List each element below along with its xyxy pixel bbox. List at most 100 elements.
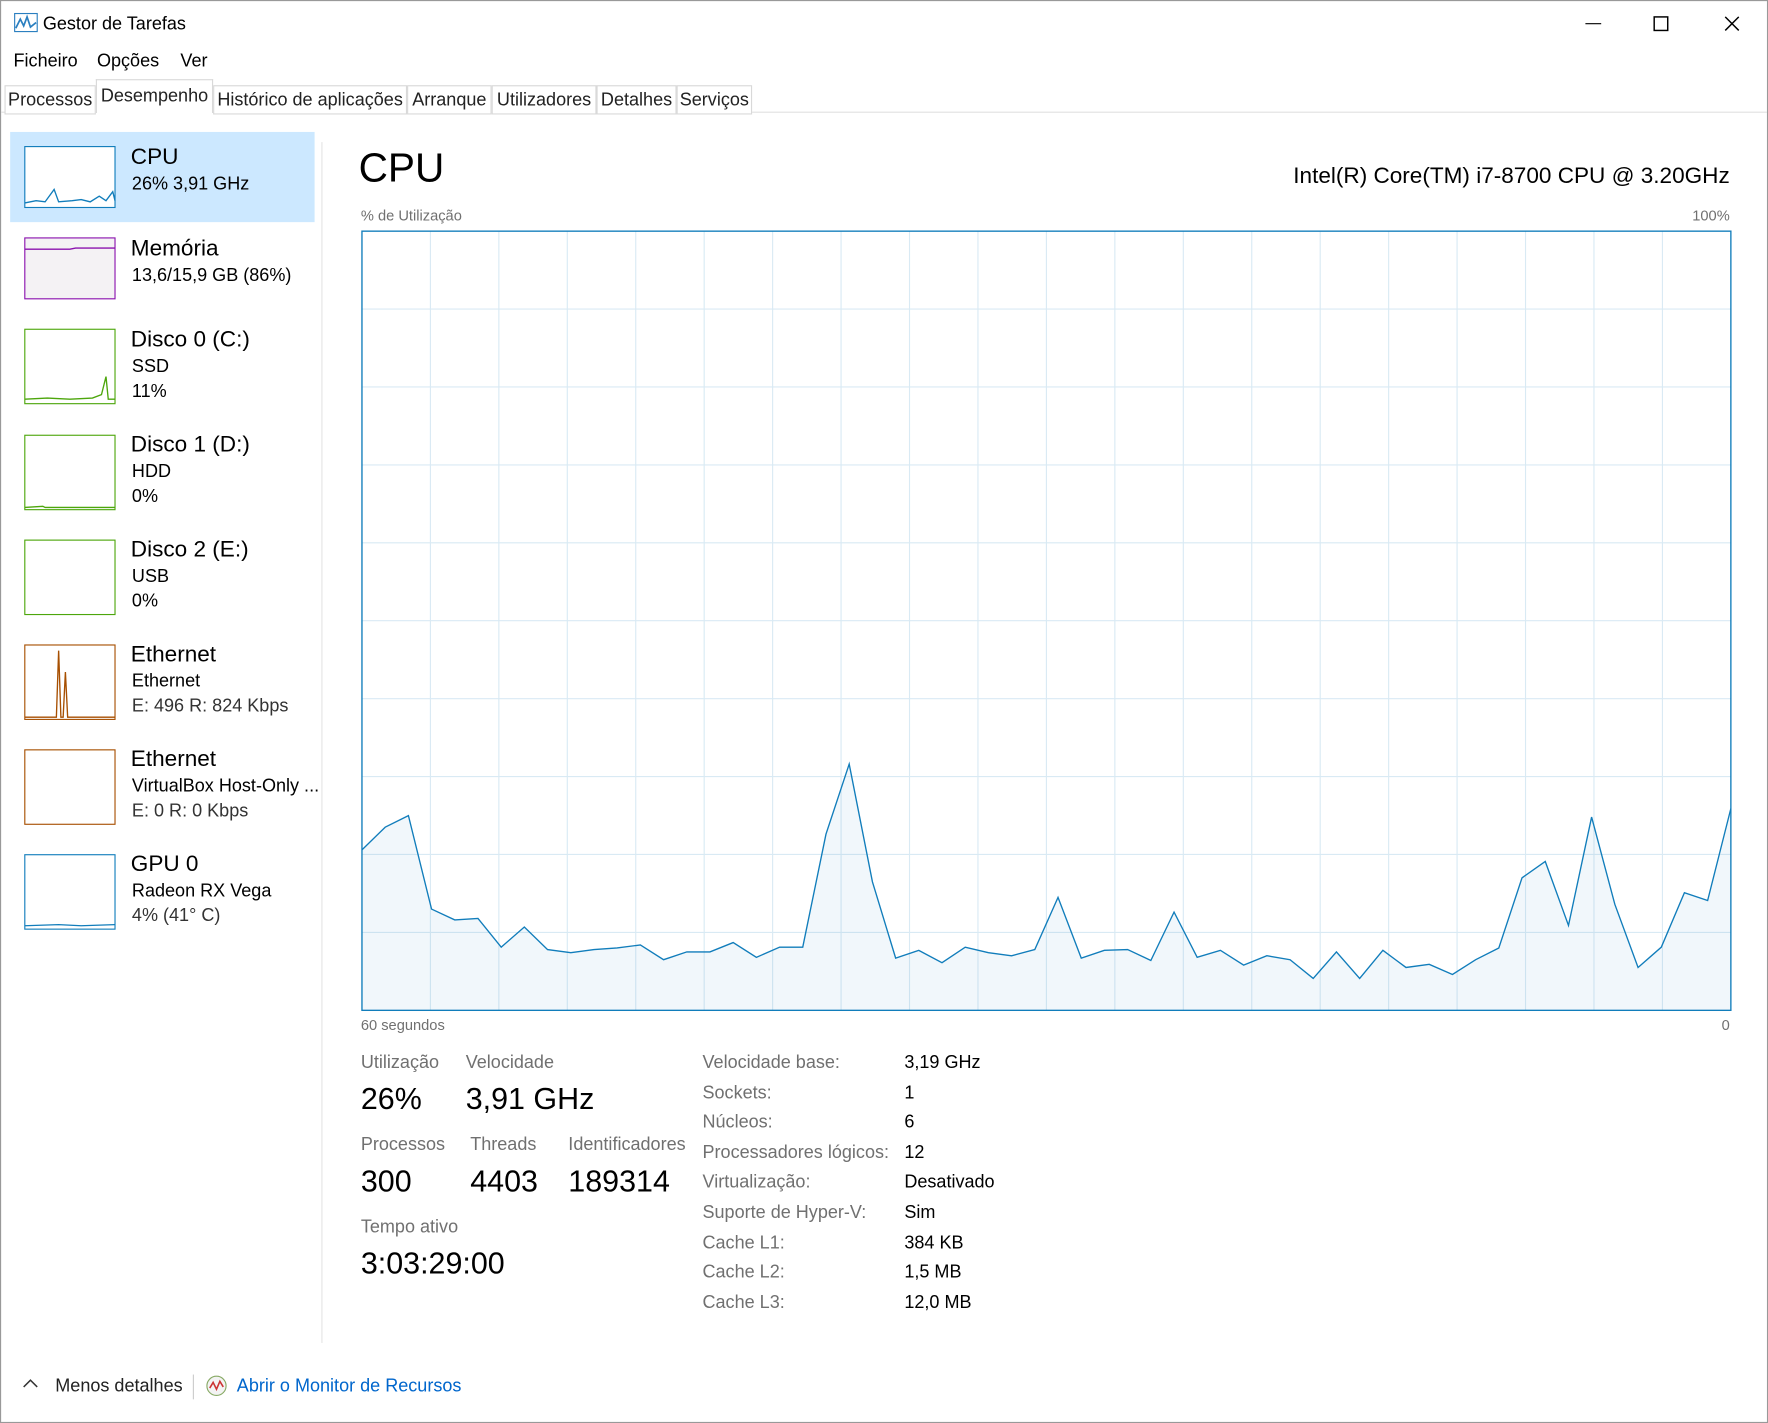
cpu-chart — [361, 230, 1732, 1012]
resource-monitor-link[interactable]: Abrir o Monitor de Recursos — [236, 1376, 462, 1396]
detail-value: 12 — [904, 1143, 925, 1163]
app-icon — [14, 12, 38, 33]
detail-value: 384 KB — [904, 1233, 964, 1253]
sidebar-thumbnail[interactable] — [24, 854, 116, 931]
tab-selected[interactable]: Desempenho — [95, 79, 214, 113]
thumbnail-frame — [24, 539, 116, 616]
panel-title: CPU — [358, 144, 445, 191]
sidebar-item-detail: 0% — [131, 487, 159, 507]
sidebar-item-name[interactable]: Memória — [130, 236, 219, 262]
tab[interactable]: Histórico de aplicações — [213, 85, 408, 115]
cpu-model: Intel(R) Core(TM) i7-8700 CPU @ 3.20GHz — [1293, 164, 1730, 189]
detail-value: 12,0 MB — [904, 1293, 972, 1313]
detail-label: Suporte de Hyper-V: — [702, 1203, 867, 1223]
thumbnail-frame — [24, 749, 116, 825]
sidebar-item-detail: SSD — [131, 357, 170, 377]
detail-label: Cache L1: — [702, 1233, 785, 1253]
tab[interactable]: Serviços — [676, 85, 753, 115]
separator — [321, 142, 323, 1343]
less-details-button[interactable]: Menos detalhes — [55, 1376, 183, 1396]
y-axis-label: % de Utilização — [360, 206, 462, 224]
cpu-area — [361, 764, 1731, 1011]
sidebar-thumbnail[interactable] — [24, 328, 116, 405]
thumbnail-line — [24, 188, 116, 204]
sidebar-item-detail: 4% (41° C) — [131, 906, 221, 926]
sidebar-thumbnail[interactable] — [24, 434, 116, 511]
sidebar-item-detail: E: 496 R: 824 Kbps — [131, 696, 289, 717]
stat-label: Utilização — [360, 1053, 440, 1073]
stat-value: 3,91 GHz — [465, 1081, 595, 1116]
stat-value: 4403 — [470, 1164, 538, 1199]
thumbnail-line — [24, 650, 116, 718]
detail-label: Cache L3: — [702, 1293, 785, 1313]
chart-frame — [361, 230, 1732, 1012]
sidebar-item-detail: 11% — [131, 382, 167, 402]
tab[interactable]: Processos — [4, 85, 96, 115]
detail-label: Processadores lógicos: — [702, 1143, 890, 1163]
thumbnail-line — [24, 923, 116, 927]
thumbnail-frame — [24, 237, 116, 300]
sidebar-item-detail: Radeon RX Vega — [131, 881, 272, 901]
sidebar-item-detail: 0% — [131, 591, 159, 612]
detail-value: Sim — [904, 1203, 936, 1223]
sidebar-item-name[interactable]: Disco 2 (E:) — [130, 537, 249, 563]
window-controls[interactable] — [1574, 10, 1754, 37]
sidebar-item-detail: E: 0 R: 0 Kbps — [131, 801, 249, 821]
sidebar-item-name[interactable]: Disco 0 (C:) — [130, 327, 250, 353]
sidebar-thumbnail[interactable] — [24, 644, 116, 721]
sidebar-item-detail: VirtualBox Host-Only ... — [131, 776, 320, 797]
thumbnail-frame — [24, 854, 116, 930]
cpu-line — [361, 761, 1732, 980]
x-left-label: 60 segundos — [360, 1016, 445, 1034]
sidebar-thumbnail[interactable] — [24, 749, 116, 826]
footer-separator — [192, 1374, 194, 1400]
sidebar-item-name[interactable]: Ethernet — [130, 642, 217, 667]
thumbnail-line — [24, 247, 116, 250]
sidebar-thumbnail[interactable] — [24, 539, 116, 616]
thumbnail-line — [24, 376, 116, 400]
y-max-label: 100% — [1692, 206, 1730, 224]
sidebar-item-detail: 26% 3,91 GHz — [131, 174, 250, 194]
tab[interactable]: Utilizadores — [491, 85, 597, 115]
stat-label: Threads — [470, 1135, 537, 1155]
stat-label: Velocidade — [465, 1053, 554, 1073]
sidebar-item-detail: USB — [131, 567, 170, 587]
detail-label: Sockets: — [702, 1083, 772, 1103]
sidebar-item-detail: 13,6/15,9 GB (86%) — [131, 266, 292, 286]
detail-value: Desativado — [904, 1173, 995, 1193]
tab[interactable]: Detalhes — [596, 85, 677, 115]
sidebar-item-name[interactable]: GPU 0 — [130, 851, 199, 877]
sidebar-thumbnail[interactable] — [24, 237, 116, 300]
menu-item[interactable]: Ficheiro — [13, 51, 78, 72]
detail-value: 1 — [904, 1083, 915, 1103]
detail-value: 1,5 MB — [904, 1263, 962, 1283]
window-title: Gestor de Tarefas — [42, 14, 186, 34]
detail-label: Cache L2: — [702, 1263, 785, 1283]
sidebar-item-name[interactable]: Ethernet — [130, 747, 217, 772]
sidebar-thumbnail[interactable] — [24, 145, 116, 209]
sidebar-item-name[interactable]: CPU — [130, 144, 179, 170]
detail-label: Virtualização: — [702, 1173, 811, 1193]
stat-value: 189314 — [568, 1164, 670, 1199]
stat-value: 3:03:29:00 — [360, 1246, 505, 1281]
tab[interactable]: Arranque — [407, 85, 492, 115]
sidebar-item-name[interactable]: Disco 1 (D:) — [130, 432, 250, 458]
detail-label: Núcleos: — [702, 1113, 773, 1133]
thumbnail-frame — [24, 328, 116, 405]
detail-label: Velocidade base: — [702, 1053, 840, 1073]
chevron-up-icon[interactable] — [21, 1377, 39, 1391]
stat-label: Tempo ativo — [360, 1217, 459, 1237]
thumbnail-line — [24, 505, 116, 509]
menu-item[interactable]: Opções — [96, 51, 160, 72]
menu-item[interactable]: Ver — [180, 51, 208, 72]
detail-value: 6 — [904, 1113, 915, 1133]
resource-monitor-icon[interactable] — [205, 1375, 228, 1398]
sidebar-item-detail: Ethernet — [131, 672, 201, 692]
thumbnail-frame — [24, 434, 116, 511]
stat-label: Processos — [360, 1135, 446, 1155]
detail-value: 3,19 GHz — [904, 1053, 981, 1073]
stat-value: 26% — [360, 1081, 422, 1116]
thumbnail-frame — [24, 644, 116, 720]
